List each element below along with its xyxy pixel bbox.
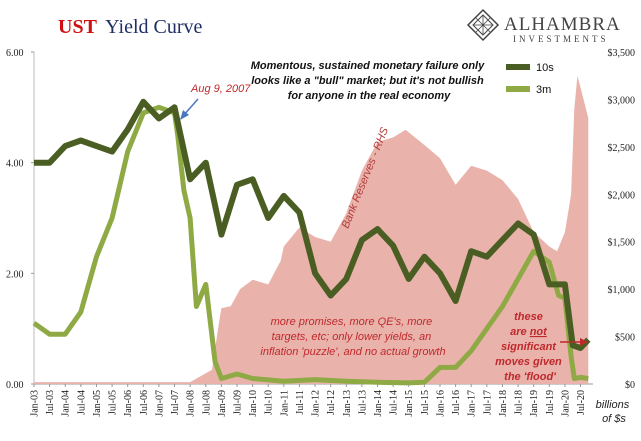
x-tick-label: Jul-09: [233, 390, 244, 415]
x-tick-label: Jan-20: [560, 390, 571, 417]
promises-annotation: more promises, more QE's, more targets, …: [260, 316, 445, 358]
right-tick-label: $2,000: [608, 190, 636, 201]
title-rest: Yield Curve: [105, 16, 202, 38]
x-tick-label: Jul-12: [326, 390, 337, 415]
flood-line-5: the 'flood': [504, 371, 556, 383]
legend-label-3m: 3m: [536, 84, 551, 96]
x-tick-label: Jul-17: [482, 390, 493, 415]
legend: 10s 3m: [506, 62, 554, 96]
svg-text:more promises, more QE's, more: more promises, more QE's, more targets, …: [260, 316, 445, 358]
x-tick-label: Jan-04: [61, 390, 72, 417]
x-tick-label: Jul-03: [45, 390, 56, 415]
right-tick-label: $3,500: [608, 48, 636, 59]
title-ust: UST: [58, 16, 98, 38]
left-tick-label: 4.00: [6, 159, 24, 170]
x-tick-label: Jan-14: [373, 390, 384, 417]
flood-line-1: these: [514, 311, 543, 323]
flood-line-2: are not: [510, 326, 548, 338]
x-tick-label: Jul-13: [357, 390, 368, 415]
right-tick-label: $2,500: [608, 143, 636, 154]
x-tick-label: Jan-19: [529, 390, 540, 417]
flood-annotation: these are not significant moves given th…: [495, 311, 588, 383]
logo-sub: INVESTMENTS: [513, 34, 609, 44]
x-tick-label: Jul-19: [545, 390, 556, 415]
x-tick-label: Jul-14: [389, 390, 400, 415]
promise-line-2: targets, etc; only lower yields, an: [272, 331, 432, 343]
series-10s-line: [34, 98, 591, 351]
x-tick-label: Jan-13: [342, 390, 353, 417]
left-tick-label: 0.00: [6, 380, 24, 391]
flood-line-2b: not: [530, 326, 548, 338]
x-tick-label: Jul-16: [451, 390, 462, 415]
flood-arrow-head: [580, 338, 588, 346]
annotation-box: Momentous, sustained monetary failure on…: [251, 60, 488, 102]
chart-title: UST Yield Curve: [58, 16, 203, 38]
box-line-2: looks like a "bull" market; but it's not…: [251, 75, 484, 87]
unit-line-1: billions: [596, 399, 630, 411]
x-tick-label: Jul-06: [139, 390, 150, 415]
x-tick-label: Jan-18: [498, 390, 509, 417]
promise-line-3: inflation 'puzzle', and no actual growth: [260, 346, 445, 358]
x-tick-label: Jul-11: [295, 390, 306, 415]
svg-text:these are not sign: these are not significant moves given th…: [495, 311, 565, 383]
x-tick-label: Jul-05: [108, 390, 119, 415]
x-tick-label: Jan-11: [279, 390, 290, 416]
x-tick-label: Jul-08: [201, 390, 212, 415]
flood-line-2a: are: [510, 326, 530, 338]
logo-name: ALHAMBRA: [504, 14, 621, 35]
logo-emblem-icon: [466, 8, 500, 42]
x-tick-label: Jul-07: [170, 390, 181, 415]
flood-line-3: significant: [501, 341, 557, 353]
x-tick-label: Jan-07: [154, 390, 165, 417]
series-reserves-area: [34, 75, 589, 384]
x-tick-label: Jul-15: [420, 390, 431, 415]
x-tick-label: Jan-12: [311, 390, 322, 417]
box-line-1: Momentous, sustained monetary failure on…: [251, 60, 485, 72]
date-label: Aug 9, 2007: [190, 83, 251, 95]
x-tick-label: Jul-10: [264, 390, 275, 415]
x-tick-label: Jan-16: [436, 390, 447, 417]
svg-text:Momentous, sustained monetary: Momentous, sustained monetary failure on…: [251, 60, 488, 102]
x-tick-label: Jul-20: [576, 390, 587, 415]
legend-label-10s: 10s: [536, 62, 554, 74]
x-tick-label: Jan-03: [30, 390, 41, 417]
x-tick-label: Jul-18: [514, 390, 525, 415]
right-tick-label: $1,000: [608, 285, 636, 296]
promise-line-1: more promises, more QE's, more: [271, 316, 433, 328]
plot-area: 0.00 2.00 4.00 6.00 $0 $500 $1,000 $1,500 $2,00…: [6, 48, 635, 417]
flood-line-4: moves given: [495, 356, 562, 368]
x-tick-label: Jan-08: [186, 390, 197, 417]
x-tick-label: Jan-05: [92, 390, 103, 417]
alhambra-logo: ALHAMBRA INVESTMENTS: [466, 8, 621, 44]
box-line-3: for anyone in the real economy: [288, 90, 451, 102]
x-tick-label: Jan-15: [404, 390, 415, 417]
right-axis-unit: billions of $s: [596, 399, 633, 425]
x-tick-label: Jan-17: [467, 390, 478, 417]
right-tick-label: $0: [625, 380, 635, 391]
x-tick-label: Jan-06: [123, 390, 134, 417]
svg-text:billions of $s: billions of $s: [596, 399, 633, 425]
right-tick-label: $1,500: [608, 238, 636, 249]
right-tick-label: $3,000: [608, 95, 636, 106]
left-tick-label: 2.00: [6, 269, 24, 280]
date-annotation: Aug 9, 2007: [180, 83, 251, 120]
left-tick-label: 6.00: [6, 48, 24, 59]
x-tick-label: Jul-04: [76, 390, 87, 415]
unit-line-2: of $s: [602, 413, 626, 425]
date-arrow-head: [180, 110, 189, 120]
right-tick-label: $500: [615, 333, 635, 344]
x-tick-label: Jan-10: [248, 390, 259, 417]
x-tick-label: Jan-09: [217, 390, 228, 417]
